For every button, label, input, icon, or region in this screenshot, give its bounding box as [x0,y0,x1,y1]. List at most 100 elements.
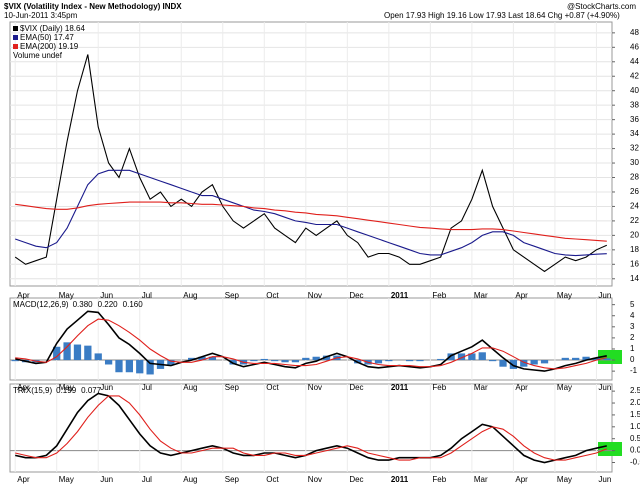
y-tick-label: 38 [630,100,639,109]
bar [188,357,196,361]
y-tick-label: 1 [630,344,635,353]
x-tick-label: Aug [183,475,197,484]
y-tick-label: 1.5 [630,410,640,419]
bar [73,344,82,361]
legend-label: 0.077 [81,386,102,395]
bar [115,360,123,373]
legend-label: 0.220 [98,300,119,309]
y-tick-label: 20 [630,230,639,239]
x-tick-label: Dec [349,291,363,300]
legend-label: Volume undef [13,51,63,60]
bar [489,360,497,362]
x-tick-label: May [59,475,74,484]
x-tick-label: Jun [598,383,611,392]
y-tick-label: 30 [630,158,639,167]
series-line [15,392,607,464]
legend-swatch [13,35,18,40]
y-tick-label: 48 [630,28,639,37]
y-tick-label: 46 [630,42,639,51]
x-tick-label: Oct [266,291,279,300]
bar [437,358,445,361]
panel-frame [9,297,613,381]
bar [84,345,92,361]
y-tick-label: 44 [630,57,639,66]
x-tick-label: Jun [100,383,113,392]
bar [322,355,331,361]
x-tick-label: Feb [432,291,446,300]
chart-title: $VIX (Volatility Index - New Methodology… [4,2,182,11]
y-tick-label: 0.5 [630,434,640,443]
bar [281,360,289,363]
bar [572,357,580,361]
bar [447,353,455,361]
legend-title: MACD(12,26,9) [13,300,69,309]
quote: Open 17.93 High 19.16 Low 17.93 Last 18.… [384,11,620,20]
x-tick-label: Mar [474,291,488,300]
x-tick-label: Feb [432,383,446,392]
x-tick-label: Nov [308,383,322,392]
bar [208,356,217,361]
panel-frame [9,21,613,287]
y-tick-label: 1.0 [630,422,640,431]
bar [540,360,549,364]
x-tick-label: May [59,383,74,392]
bar [146,360,154,375]
bar [11,360,19,362]
bar [271,360,279,362]
bar [374,360,383,364]
series-line [15,318,607,370]
bar [198,356,206,361]
legend-label: 0.380 [73,300,94,309]
x-tick-label: Jul [142,383,152,392]
x-tick-label: Dec [349,383,363,392]
bar [509,360,518,369]
legend-label: EMA(50) 17.47 [20,33,74,42]
y-tick-label: 2.0 [630,398,640,407]
y-tick-label: 40 [630,86,639,95]
bar [478,352,486,361]
x-tick-label: Sep [225,383,240,392]
x-tick-label: Sep [225,475,240,484]
bar [520,360,528,367]
bar [603,358,611,361]
y-tick-label: 36 [630,115,639,124]
y-tick-label: 16 [630,259,639,268]
x-tick-label: May [557,291,572,300]
y-tick-label: -0.5 [630,458,640,467]
bar [385,360,393,362]
series-line [15,310,607,372]
x-tick-label: Nov [308,475,322,484]
x-tick-label: Apr [515,475,528,484]
legend-label: 0.199 [56,386,77,395]
series-line [15,169,607,257]
x-tick-label: Aug [183,383,197,392]
x-tick-label: Jul [142,291,152,300]
bar [530,360,538,365]
x-tick-label: Feb [432,475,446,484]
bar [260,358,268,361]
x-tick-label: 2011 [391,383,409,392]
legend-label: $VIX (Daily) 18.64 [20,24,85,33]
x-tick-label: Apr [17,475,30,484]
x-tick-label: May [557,475,572,484]
credit: @StockCharts.com [567,2,636,11]
y-tick-label: 0 [630,355,635,364]
y-tick-label: 4 [630,311,635,320]
y-tick-label: 5 [630,300,635,309]
x-tick-label: Mar [474,475,488,484]
x-tick-label: Jul [142,475,152,484]
x-tick-label: Sep [225,291,240,300]
y-tick-label: 32 [630,144,639,153]
x-tick-label: Jun [598,291,611,300]
bar [104,360,113,365]
x-tick-label: May [59,291,74,300]
bar [416,360,424,362]
y-tick-label: 14 [630,274,639,283]
x-tick-label: Apr [17,291,30,300]
x-tick-label: Dec [349,475,363,484]
y-tick-label: 18 [630,245,639,254]
legend-swatch [13,44,18,49]
legend-title: TRIX(15,9) [13,386,52,395]
bar [136,360,144,374]
